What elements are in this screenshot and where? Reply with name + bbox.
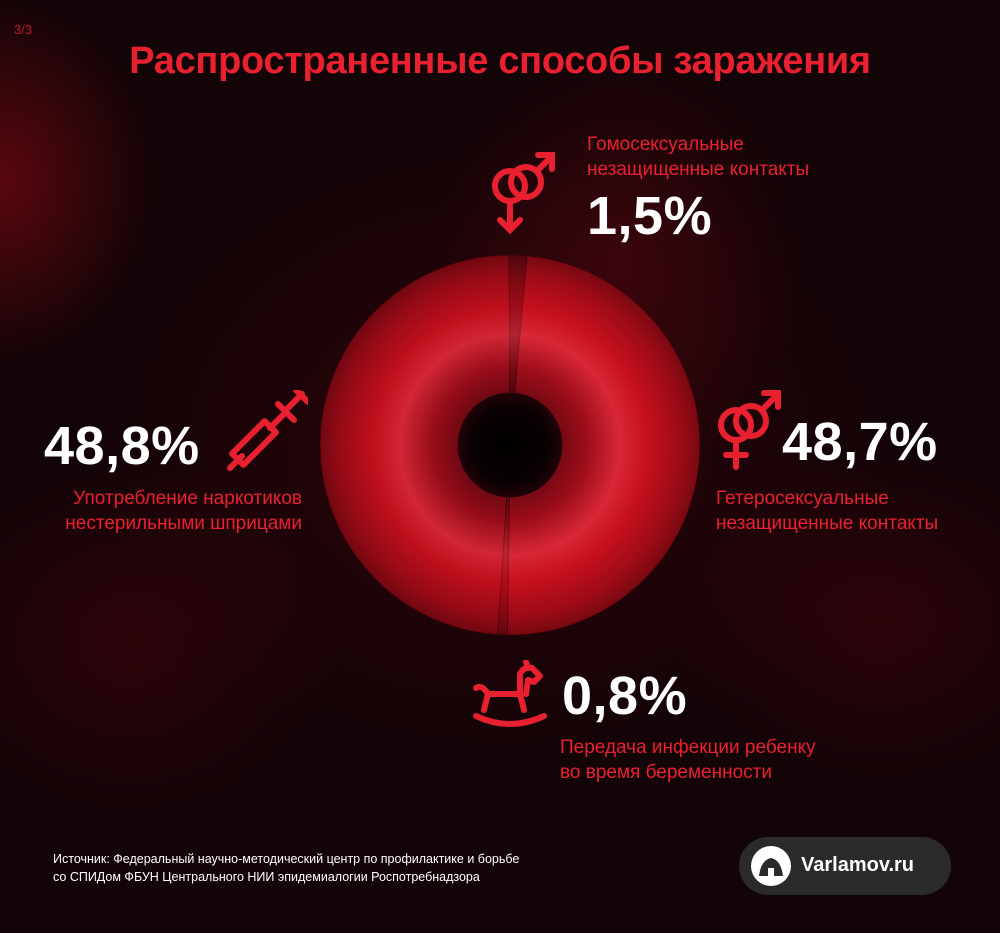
- homosexual-description-line1: Гомосексуальные: [587, 134, 744, 155]
- heterosexual-value-label: 48,7%: [782, 412, 938, 472]
- donut-slices: [319, 254, 701, 636]
- brand-label: Varlamov.ru: [801, 854, 915, 876]
- page-counter: 3/3: [14, 22, 33, 37]
- syringe-icon: [227, 390, 308, 471]
- syringe-description-line2: нестерильными шприцами: [65, 513, 302, 534]
- syringe-description: Употребление наркотиков нестерильными шп…: [52, 486, 302, 536]
- heterosexual-description-line1: Гетеросексуальные: [716, 488, 889, 509]
- source-line2: со СПИДом ФБУН Центрального НИИ эпидемиа…: [53, 870, 480, 884]
- pregnancy-description-line1: Передача инфекции ребенку: [560, 737, 816, 758]
- donut-hole: [458, 393, 562, 497]
- syringe-description-line1: Употребление наркотиков: [73, 488, 302, 509]
- homosexual-description-line2: незащищенные контакты: [587, 159, 810, 180]
- heterosexual-description: Гетеросексуальные незащищенные контакты: [716, 486, 938, 536]
- source-line1: Источник: Федеральный научно-методически…: [53, 852, 520, 866]
- pregnancy-description: Передача инфекции ребенку во время берем…: [560, 735, 816, 785]
- brand-badge[interactable]: Varlamov.ru: [739, 837, 951, 895]
- homosexual-description: Гомосексуальные незащищенные контакты: [587, 132, 809, 182]
- pregnancy-description-line2: во время беременности: [560, 762, 772, 783]
- rocking-horse-icon: [473, 660, 547, 727]
- chart-title: Распространенные способы заражения: [129, 40, 871, 82]
- male-female-symbol-icon: [718, 390, 781, 470]
- varlamov-logo-icon: [751, 846, 791, 886]
- male-male-symbol-icon: [492, 152, 555, 235]
- source-note: Источник: Федеральный научно-методически…: [53, 850, 519, 886]
- homosexual-value-label: 1,5%: [587, 186, 713, 246]
- syringe-value-label: 48,8%: [44, 416, 200, 476]
- heterosexual-description-line2: незащищенные контакты: [716, 513, 939, 534]
- pregnancy-value-label: 0,8%: [562, 666, 688, 726]
